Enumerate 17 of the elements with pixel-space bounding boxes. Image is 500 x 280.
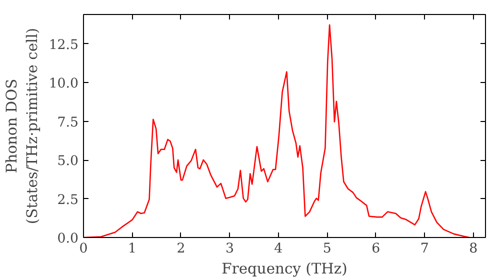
y-tick-label: 12.5 [48, 38, 79, 53]
y-tick-label: 10.0 [48, 76, 79, 92]
x-tick-label: 3 [225, 242, 234, 256]
x-tick-label: 1 [128, 242, 136, 256]
y-tick-label: 5.0 [57, 154, 79, 170]
x-tick-label: 4 [274, 242, 283, 256]
x-tick-label: 0 [79, 242, 88, 256]
x-tick-label: 6 [372, 242, 380, 256]
x-axis-title: Frequency (THz) [222, 260, 348, 278]
x-tick-label: 7 [420, 242, 429, 256]
y-tick-label: 7.5 [57, 115, 79, 130]
x-tick-label: 5 [322, 242, 332, 256]
y-tick-label: 2.5 [57, 192, 79, 208]
x-tick-label: 2 [176, 242, 186, 256]
y-tick-label: 0.0 [57, 232, 79, 246]
x-tick-label: 8 [469, 242, 478, 256]
y-axis-title: Phonon DOS (States/THz·primitive cell) [3, 28, 41, 224]
